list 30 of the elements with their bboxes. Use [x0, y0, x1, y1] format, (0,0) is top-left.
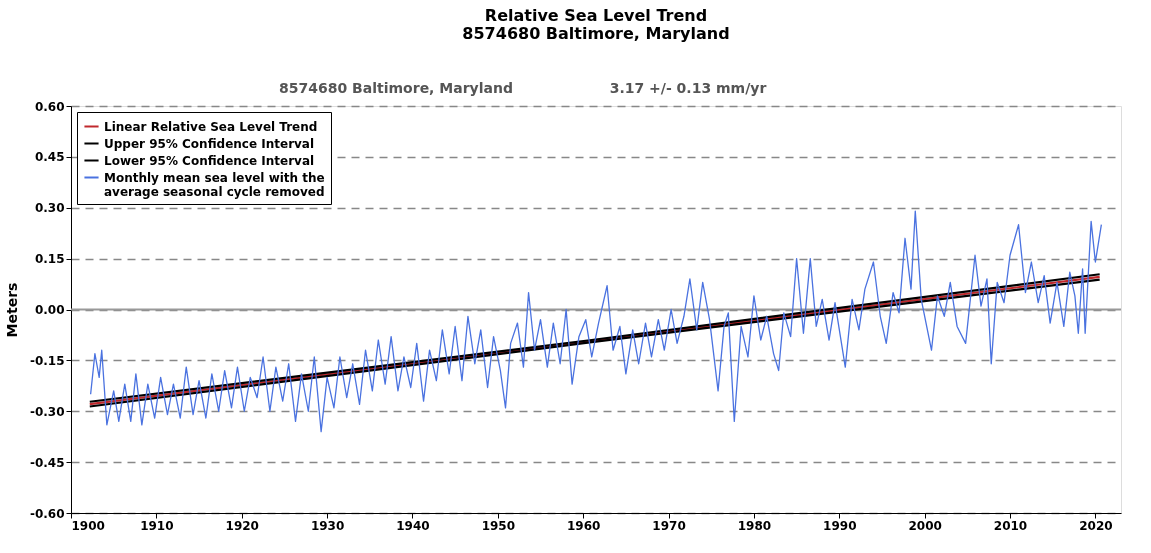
chart-subtitle: 8574680 Baltimore, Maryland [279, 80, 513, 96]
y-tick-label: -0.45 [29, 455, 65, 470]
text: 3.17 +/- 0.13 mm/yr [609, 80, 767, 96]
x-tick-label: 1980 [737, 518, 772, 533]
legend-label: Lower 95% Confidence Interval [104, 153, 315, 168]
x-tick-label: 1990 [823, 518, 857, 533]
chart-title: Relative Sea Level Trend 8574680 Baltimore, Maryland [462, 6, 730, 43]
x-tick-label: 2010 [993, 518, 1028, 533]
y-tick-label: 0.30 [34, 201, 65, 216]
legend-label: Monthly mean sea level with the average seasonal cycle removed [104, 170, 325, 199]
y-tick-label: -0.15 [29, 353, 65, 368]
y-tick-label: 0.00 [34, 303, 65, 317]
y-tick-label: 0.60 [34, 99, 65, 114]
x-tick-label: 1950 [481, 518, 516, 533]
legend-label: Upper 95% Confidence Interval [104, 136, 315, 151]
y-tick-label: -0.30 [29, 404, 65, 419]
x-tick-label: 1900 [71, 518, 105, 533]
y-axis-title: Meters [3, 282, 20, 338]
x-tick-label: 2000 [908, 518, 942, 533]
x-tick-label: 1940 [396, 518, 430, 533]
legend-label: Linear Relative Sea Level Trend [104, 119, 318, 134]
y-tick-label: -0.60 [29, 506, 65, 521]
y-tick-label: 0.15 [34, 252, 65, 267]
x-tick-label: 1930 [310, 518, 345, 533]
x-tick-label: 1970 [652, 518, 686, 533]
x-tick-label: 1920 [225, 518, 259, 533]
x-tick-label: 2020 [1079, 518, 1113, 533]
x-tick-label: 1910 [140, 518, 174, 533]
x-tick-label: 1960 [566, 518, 601, 533]
y-tick-label: 0.45 [34, 150, 65, 165]
